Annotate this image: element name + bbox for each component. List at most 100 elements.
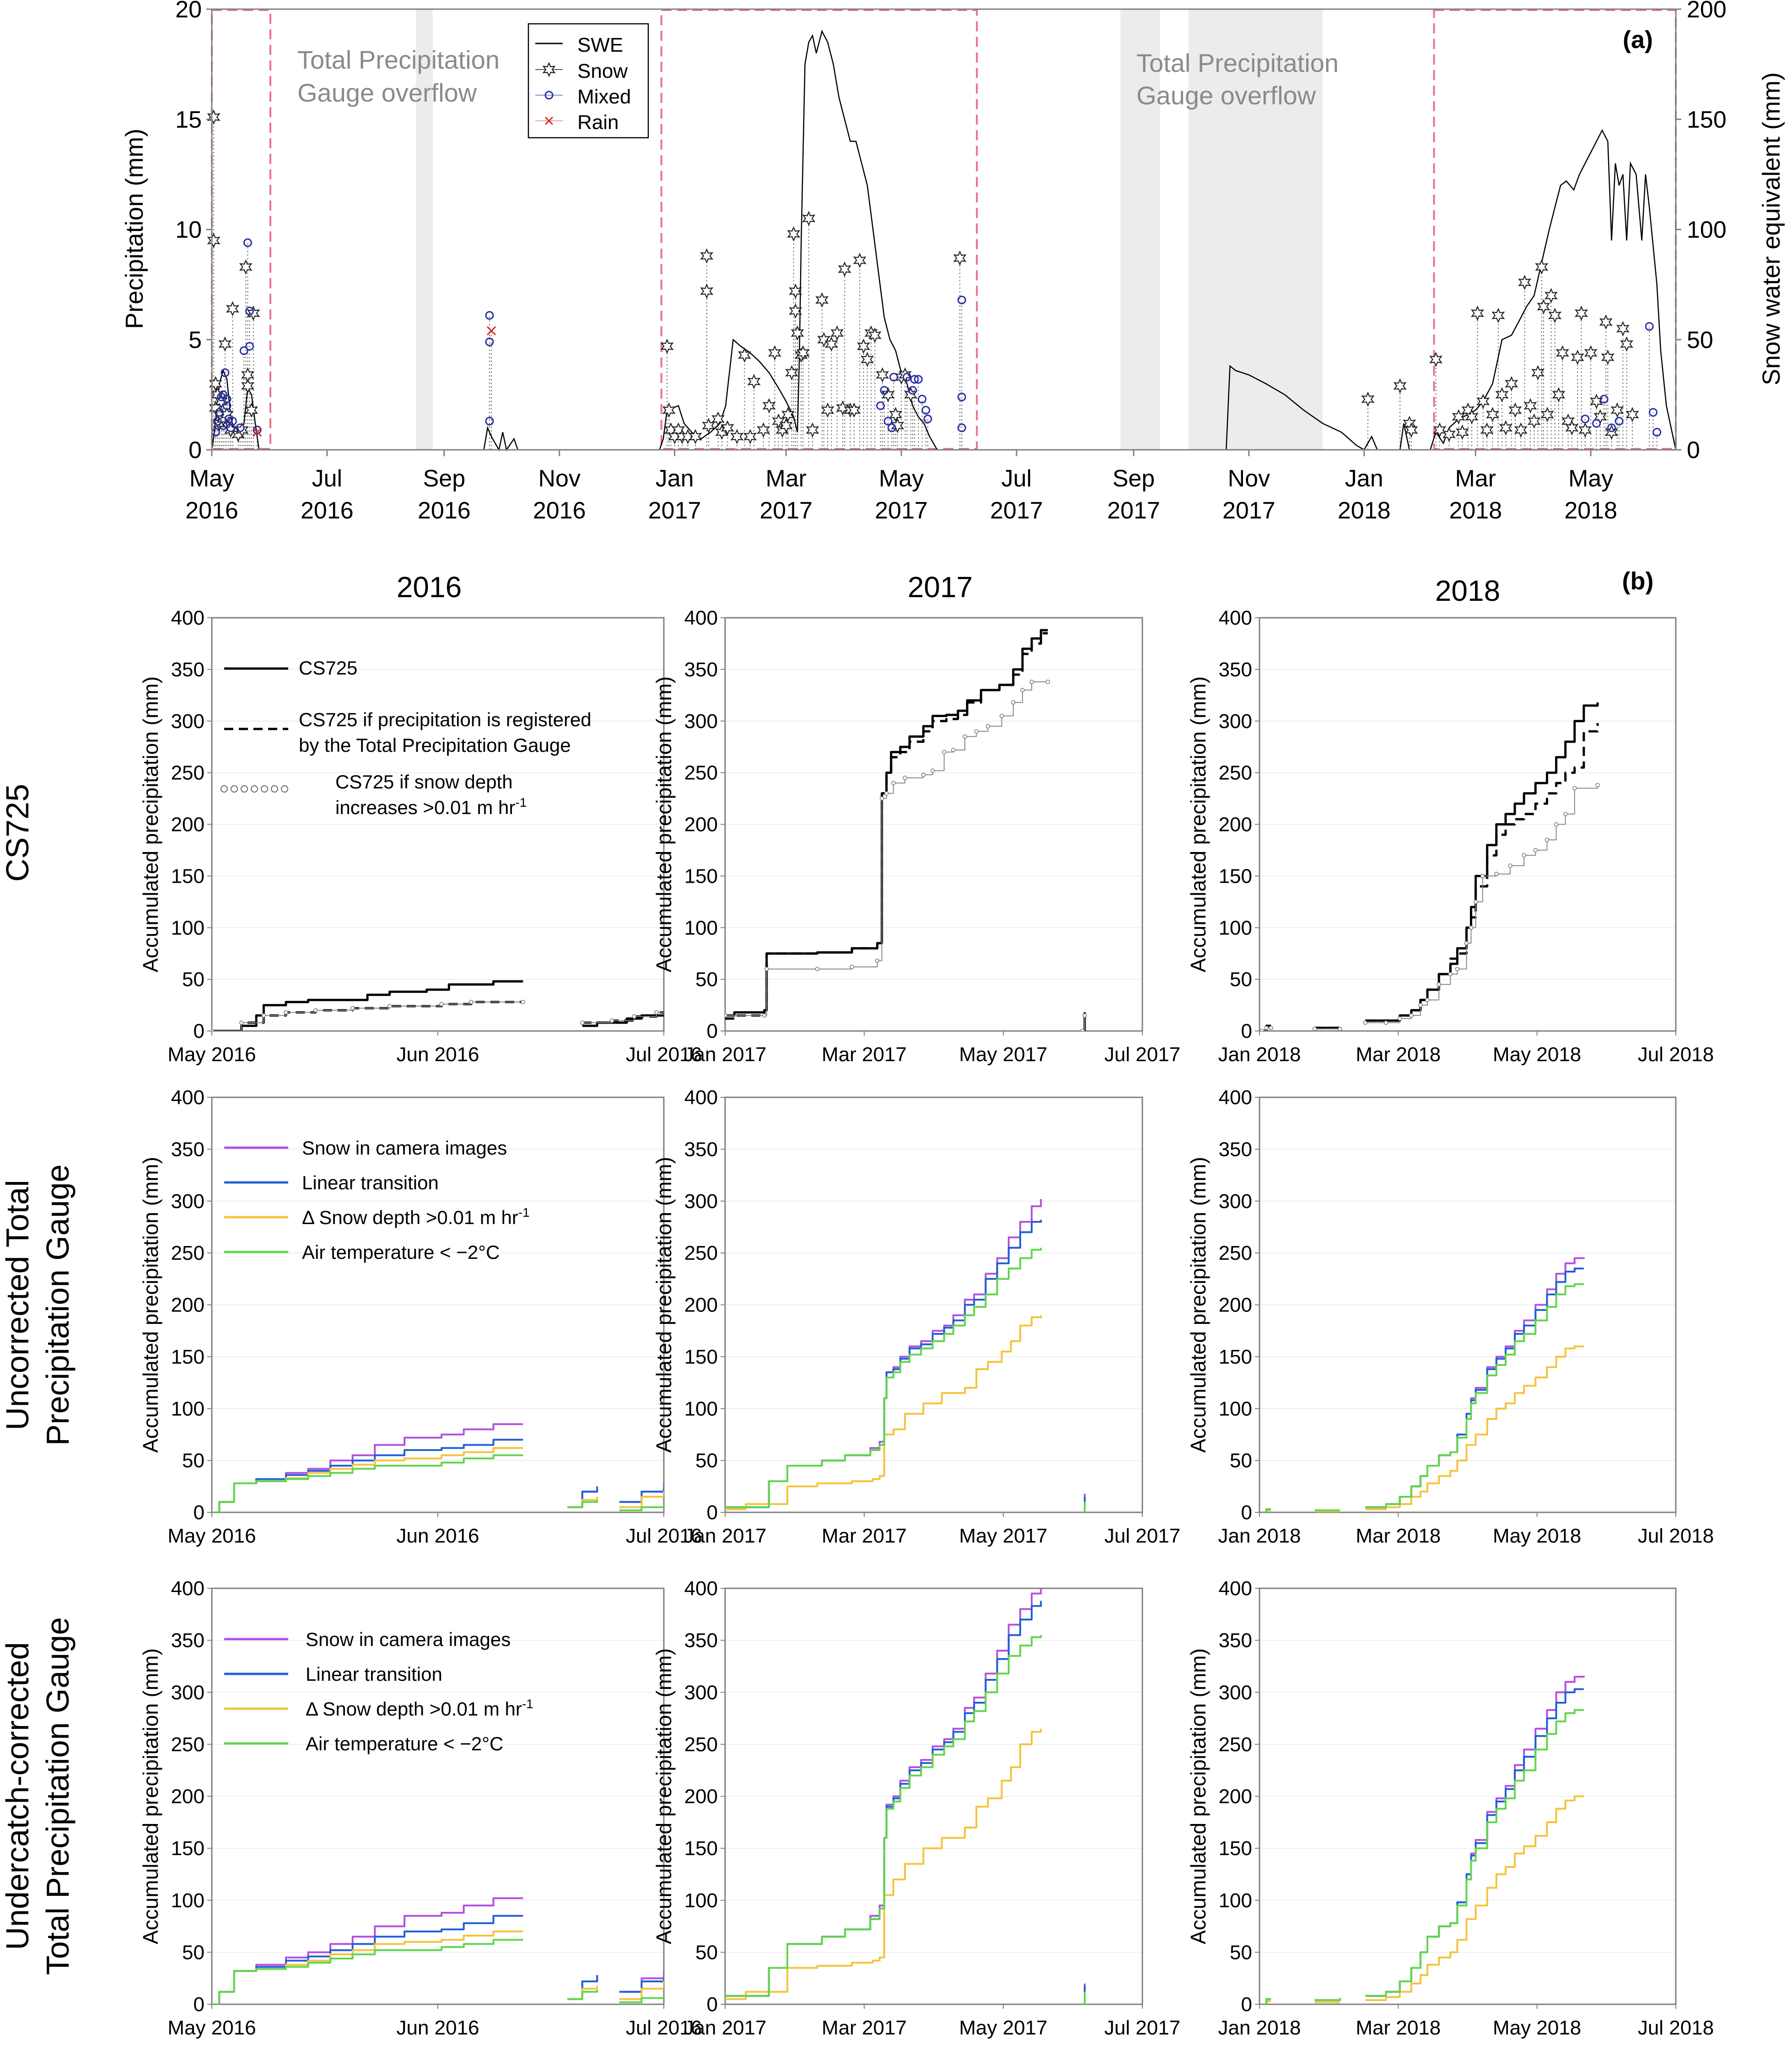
snow-star-70 — [891, 418, 904, 433]
xtick-a-year: 2017 — [1107, 497, 1160, 524]
xtick-a-year: 2018 — [1449, 497, 1502, 524]
snow-star-43 — [781, 407, 795, 422]
series-2-dot — [921, 772, 926, 777]
snow-star-37 — [757, 422, 770, 438]
series-1-segment-0 — [725, 1219, 1042, 1508]
snow-star-94 — [1508, 402, 1522, 418]
ytick-label: 350 — [684, 1138, 718, 1160]
series-2-dot — [1563, 812, 1568, 816]
series-3-segment-2 — [619, 1995, 664, 2003]
series-2-dot — [239, 1020, 244, 1025]
legend-gauge-0: Snow in camera images Linear transition Δ … — [224, 1137, 530, 1263]
ytick-left-label: 0 — [188, 437, 202, 464]
mixed-circle-23 — [883, 416, 893, 426]
series-group — [1259, 702, 1600, 1031]
overflow-label-2a: Total Precipitation — [1136, 49, 1339, 77]
rain-x-stroke — [487, 326, 496, 336]
series-3-segment-0 — [1262, 1508, 1271, 1512]
col-title-2017: 2017 — [908, 571, 973, 604]
xtick-a-month: Nov — [538, 465, 580, 492]
series-2-dot — [609, 1018, 614, 1023]
snow-star-68 — [881, 387, 895, 403]
series-2-dot — [706, 1006, 710, 1010]
rain-x-0 — [253, 427, 262, 437]
snow-star-67 — [876, 367, 889, 383]
series-2-dot — [1383, 1020, 1388, 1025]
gauge-legends: Snow in camera images Linear transition Δ … — [224, 1137, 533, 1754]
snow-star-118 — [1610, 402, 1624, 418]
legend-gauge-text-green: Air temperature < −2°C — [306, 1733, 503, 1754]
mixed-circle-39 — [1607, 423, 1616, 432]
xtick-label: Jul 2017 — [1104, 1043, 1180, 1066]
row-title-corrected-2: Total Precipitation Gauge — [40, 1617, 75, 1975]
ylabel-accumulated: Accumulated precipitation (mm) — [139, 1157, 162, 1453]
ytick-label: 50 — [1230, 1450, 1252, 1472]
ytick-label: 150 — [171, 865, 204, 887]
ytick-label: 100 — [1219, 917, 1252, 939]
series-2-dot — [884, 791, 889, 796]
series-3-segment-2 — [619, 1504, 664, 1511]
series-2-dot — [1011, 700, 1016, 705]
xtick-label: Jan 2017 — [683, 1525, 766, 1547]
mixed-circle-7 — [222, 394, 231, 404]
legend-dot — [231, 785, 238, 793]
ytick-left-label: 5 — [188, 327, 202, 353]
legend-gauge-label-blue: Linear transition — [306, 1663, 442, 1685]
snow-star-111 — [1578, 422, 1592, 438]
mixed-circle-26 — [902, 372, 911, 382]
subplot-r0-c2: 0 50 100 150 200 250 300 350 400 Jan 2018 Mar 2018… — [1186, 607, 1714, 1066]
mixed-circle-22 — [880, 386, 889, 395]
ytick-label: 250 — [171, 762, 204, 784]
legend-gauge-sup: -1 — [522, 1697, 533, 1711]
series-2-dot — [1397, 1016, 1402, 1021]
series-2-dot — [974, 729, 979, 734]
series-group — [725, 1588, 1086, 2004]
snow-star-103 — [1544, 288, 1558, 303]
ytick-label: 50 — [182, 1450, 204, 1472]
xtick-label: Jan 2018 — [1218, 1525, 1301, 1547]
series-3-segment-0 — [212, 1939, 523, 2004]
ytick-label: 0 — [707, 1501, 718, 1524]
mixed-circle-24 — [887, 423, 896, 432]
series-3-segment-0 — [725, 1635, 1042, 1997]
series-3-segment-0 — [212, 1454, 523, 1512]
ytick-label: 150 — [684, 1837, 718, 1860]
snow-star-55 — [821, 402, 834, 418]
xtick-a-year: 2016 — [301, 497, 354, 524]
mixed-circle-6 — [221, 368, 230, 377]
mixed-circle-13 — [239, 346, 248, 355]
mixed-circle-14 — [243, 238, 252, 247]
panel-a-label: (a) — [1623, 26, 1653, 54]
series-0-segment-0 — [725, 1199, 1042, 1508]
series-2-segment-1 — [1082, 1015, 1085, 1031]
ytick-label: 300 — [171, 1681, 204, 1704]
mixed-circle-15 — [245, 307, 254, 316]
snow-star-30 — [711, 411, 725, 427]
rain-x-stroke — [253, 427, 262, 437]
snow-star-59 — [838, 261, 851, 277]
ytick-label: 100 — [171, 1398, 204, 1420]
ytick-label: 0 — [1241, 1993, 1252, 2016]
col-title-2016: 2016 — [397, 571, 462, 604]
snow-star-57 — [830, 325, 844, 341]
ytick-label: 150 — [684, 1346, 718, 1368]
series-group — [212, 1897, 664, 2004]
subplot-r1-c0: 0 50 100 150 200 250 300 350 400 May 2016 Jun 2016… — [139, 1086, 702, 1547]
overflow-period-2 — [1188, 9, 1323, 450]
legend-cs725: CS725 CS725 if precipitation is register… — [221, 657, 592, 818]
snow-star-50 — [796, 345, 810, 361]
snow-star-99 — [1531, 365, 1545, 381]
snow-star-112 — [1584, 345, 1598, 361]
series-2-dot — [1508, 863, 1512, 868]
series-2-segment-0 — [212, 1930, 523, 2004]
snow-star-100 — [1535, 259, 1549, 275]
snow-star-80 — [1433, 422, 1447, 438]
legend-rain-label: Rain — [577, 111, 619, 134]
ytick-label: 200 — [1219, 1294, 1252, 1317]
snow-star-26 — [689, 429, 702, 444]
ytick-label: 400 — [1219, 607, 1252, 629]
series-2-segment-0 — [725, 681, 1048, 1016]
series-2-segment-0 — [212, 1001, 523, 1031]
snow-star-78 — [1405, 422, 1418, 438]
snow-star-53 — [815, 292, 829, 308]
